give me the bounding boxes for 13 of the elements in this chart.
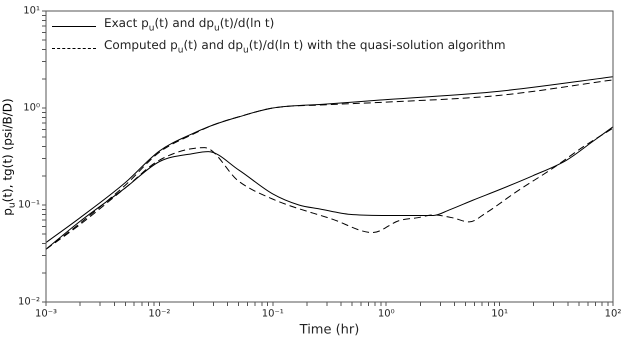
x-axis-title: Time (hr) [298,322,360,338]
x-tick-label: 10¹ [491,308,508,320]
legend-label: Exact p$_{u}$(t) and dp$_{u}$(t)/d(ln t) [104,15,274,36]
x-tick-label: 10⁻¹ [262,308,284,320]
x-tick-label: 10⁻² [148,308,170,320]
x-tick-label: 10² [604,308,622,320]
x-tick-label: 10⁰ [378,308,395,320]
y-tick-label: 10⁰ [23,102,40,114]
y-tick-label: 10⁻¹ [18,200,40,211]
y-tick-label: 10¹ [23,6,40,17]
x-tick-label: 10⁻³ [34,308,58,320]
legend-label: Computed p$_{u}$(t) and dp$_{u}$(t)/d(ln t) with the quasi-solution algorithm [104,37,506,58]
y-tick-label: 10⁻² [18,296,40,308]
